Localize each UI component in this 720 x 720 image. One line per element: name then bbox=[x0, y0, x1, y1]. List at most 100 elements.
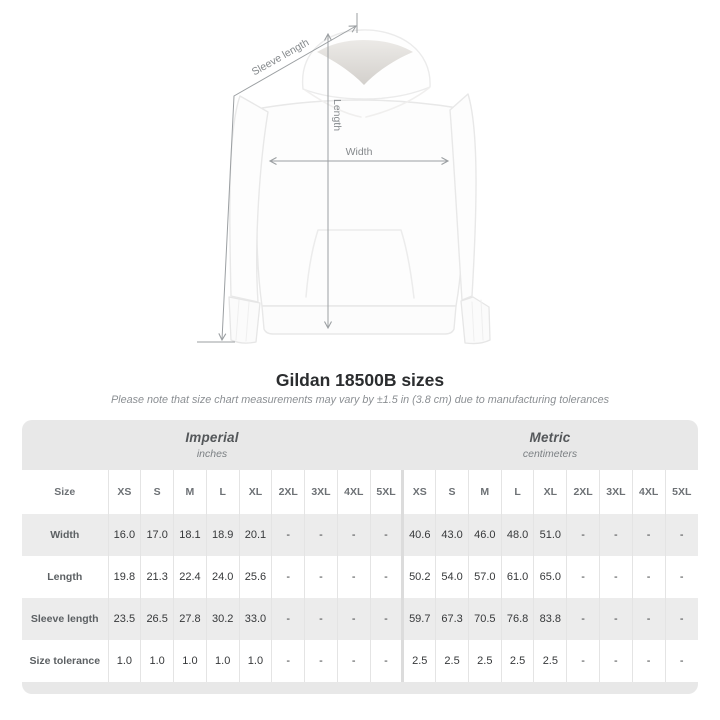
size-column-header: L bbox=[205, 470, 240, 514]
value-cell: 1.0 bbox=[238, 640, 272, 682]
value-cell: 2.5 bbox=[533, 640, 567, 682]
size-column-header: M bbox=[467, 470, 502, 514]
value-cell: 83.8 bbox=[533, 598, 567, 640]
value-cell: - bbox=[566, 514, 600, 556]
value-cell: - bbox=[369, 556, 403, 598]
size-column-header: XL bbox=[533, 470, 567, 514]
value-cell: - bbox=[271, 556, 305, 598]
value-cell: - bbox=[664, 556, 698, 598]
hoodie-body bbox=[256, 99, 464, 307]
value-cell: - bbox=[631, 598, 666, 640]
section-metric-name: Metric bbox=[529, 430, 571, 445]
value-cell: 48.0 bbox=[500, 514, 534, 556]
corner-label: Size bbox=[54, 486, 76, 498]
size-column-header: 5XL bbox=[664, 470, 698, 514]
measurement-annotations bbox=[197, 13, 450, 343]
table-row-width: Width 16.0 17.0 18.1 18.9 20.1 - - - - 4… bbox=[22, 514, 698, 556]
hoodie-fold-right bbox=[365, 87, 430, 118]
table-row-sleeve-length: Sleeve length 23.5 26.5 27.8 30.2 33.0 -… bbox=[22, 598, 698, 640]
size-chart: Imperial inches Metric centimeters Size … bbox=[22, 420, 698, 694]
value-cell: - bbox=[304, 514, 338, 556]
section-imperial-name: Imperial bbox=[185, 430, 239, 445]
value-cell: - bbox=[336, 556, 371, 598]
value-cell: - bbox=[598, 598, 633, 640]
value-cell: 50.2 bbox=[401, 556, 436, 598]
size-column-header: 4XL bbox=[631, 470, 666, 514]
value-cell: - bbox=[369, 640, 403, 682]
value-cell: 59.7 bbox=[401, 598, 436, 640]
value-cell: 18.1 bbox=[173, 514, 207, 556]
value-cell: 1.0 bbox=[140, 640, 174, 682]
value-cell: 24.0 bbox=[205, 556, 240, 598]
size-column-header: 2XL bbox=[271, 470, 305, 514]
value-cell: - bbox=[271, 640, 305, 682]
value-cell: 27.8 bbox=[173, 598, 207, 640]
value-cell: 40.6 bbox=[401, 514, 436, 556]
value-cell: 2.5 bbox=[401, 640, 436, 682]
value-cell: - bbox=[304, 598, 338, 640]
value-cell: 54.0 bbox=[435, 556, 469, 598]
value-cell: 61.0 bbox=[500, 556, 534, 598]
hoodie-diagram-svg: Sleeve length Length Width bbox=[197, 13, 491, 345]
value-cell: - bbox=[336, 598, 371, 640]
value-cell: 51.0 bbox=[533, 514, 567, 556]
size-column-header: 3XL bbox=[598, 470, 633, 514]
value-cell: 1.0 bbox=[173, 640, 207, 682]
value-cell: 22.4 bbox=[173, 556, 207, 598]
value-cell: 19.8 bbox=[107, 556, 141, 598]
value-cell: 65.0 bbox=[533, 556, 567, 598]
row-label: Size tolerance bbox=[29, 655, 101, 667]
value-cell: - bbox=[336, 514, 371, 556]
value-cell: - bbox=[369, 598, 403, 640]
tolerance-note: Please note that size chart measurements… bbox=[110, 394, 610, 406]
value-cell: 57.0 bbox=[467, 556, 502, 598]
size-column-header: 3XL bbox=[304, 470, 338, 514]
table-row-size-tolerance: Size tolerance 1.0 1.0 1.0 1.0 1.0 - - -… bbox=[22, 640, 698, 682]
value-cell: 43.0 bbox=[435, 514, 469, 556]
size-column-header: 4XL bbox=[336, 470, 371, 514]
table-header-band: Imperial inches Metric centimeters bbox=[22, 420, 698, 470]
size-column-header: M bbox=[173, 470, 207, 514]
value-cell: - bbox=[566, 598, 600, 640]
size-column-header: S bbox=[435, 470, 469, 514]
size-column-header: 5XL bbox=[369, 470, 403, 514]
section-imperial-unit: inches bbox=[196, 448, 228, 460]
value-cell: 17.0 bbox=[140, 514, 174, 556]
section-metric-unit: centimeters bbox=[522, 448, 578, 460]
value-cell: 46.0 bbox=[467, 514, 502, 556]
value-cell: - bbox=[664, 514, 698, 556]
value-cell: - bbox=[631, 514, 666, 556]
value-cell: 23.5 bbox=[107, 598, 141, 640]
cuff-rib-right bbox=[471, 299, 484, 342]
value-cell: 18.9 bbox=[205, 514, 240, 556]
size-column-header: XS bbox=[107, 470, 141, 514]
value-cell: - bbox=[304, 556, 338, 598]
hoodie-left-cuff bbox=[228, 296, 261, 344]
row-label: Sleeve length bbox=[30, 613, 99, 625]
size-column-header: 2XL bbox=[566, 470, 600, 514]
value-cell: 30.2 bbox=[205, 598, 240, 640]
hoodie-illustration bbox=[228, 29, 491, 345]
size-column-header: L bbox=[500, 470, 534, 514]
value-cell: - bbox=[631, 640, 666, 682]
value-cell: 21.3 bbox=[140, 556, 174, 598]
size-column-header: XS bbox=[401, 470, 436, 514]
table-row-length: Length 19.8 21.3 22.4 24.0 25.6 - - - - … bbox=[22, 556, 698, 598]
value-cell: - bbox=[631, 556, 666, 598]
size-column-header: S bbox=[140, 470, 174, 514]
value-cell: - bbox=[271, 598, 305, 640]
length-label: Length bbox=[331, 99, 343, 131]
value-cell: 67.3 bbox=[435, 598, 469, 640]
value-cell: - bbox=[566, 640, 600, 682]
table-footer-strip bbox=[22, 682, 698, 694]
size-table: Size XS S M L XL 2XL 3XL 4XL 5XL XS S M … bbox=[22, 470, 698, 682]
value-cell: 2.5 bbox=[467, 640, 502, 682]
value-cell: - bbox=[598, 514, 633, 556]
width-label: Width bbox=[346, 146, 373, 158]
value-cell: 1.0 bbox=[205, 640, 240, 682]
hoodie-right-sleeve bbox=[449, 93, 477, 301]
sleeve-length-arrow bbox=[218, 25, 358, 342]
page-title: Gildan 18500B sizes bbox=[275, 370, 445, 390]
row-label: Length bbox=[47, 571, 83, 583]
value-cell: - bbox=[271, 514, 305, 556]
